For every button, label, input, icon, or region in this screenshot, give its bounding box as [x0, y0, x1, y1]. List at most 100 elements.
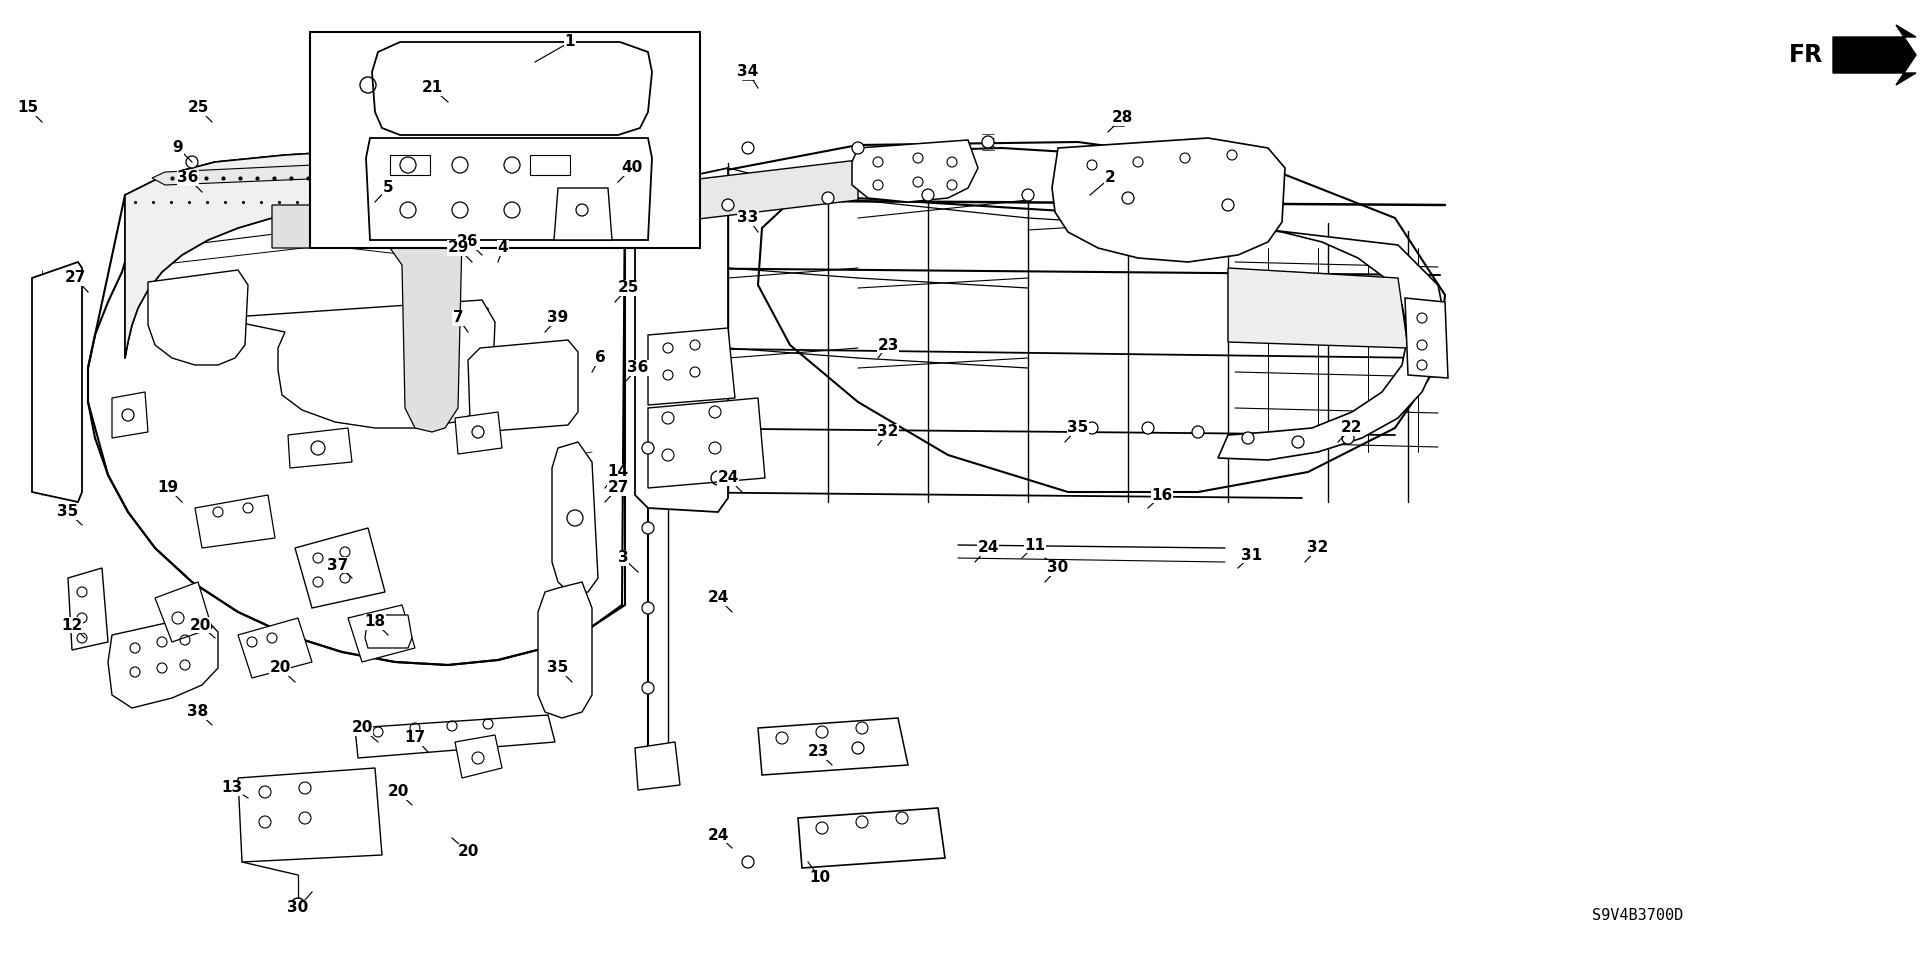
Polygon shape	[296, 528, 386, 608]
Circle shape	[1242, 432, 1254, 444]
Circle shape	[741, 142, 755, 154]
Text: 22: 22	[1342, 420, 1363, 435]
Polygon shape	[445, 308, 490, 332]
Text: 20: 20	[388, 784, 409, 800]
Text: 10: 10	[810, 871, 831, 885]
Polygon shape	[67, 568, 108, 650]
Text: 6: 6	[595, 350, 605, 365]
Text: 33: 33	[737, 210, 758, 225]
Text: 39: 39	[547, 311, 568, 325]
Text: 26: 26	[457, 235, 478, 249]
Circle shape	[1192, 426, 1204, 438]
Text: 30: 30	[1048, 560, 1069, 575]
Polygon shape	[1834, 25, 1916, 85]
Polygon shape	[152, 155, 540, 185]
Circle shape	[822, 192, 833, 204]
Text: FR: FR	[1789, 43, 1822, 67]
Text: 20: 20	[457, 845, 478, 859]
Text: 20: 20	[190, 618, 211, 633]
Polygon shape	[852, 140, 977, 202]
Polygon shape	[538, 582, 591, 718]
Text: 24: 24	[977, 541, 998, 555]
Circle shape	[1292, 436, 1304, 448]
Polygon shape	[33, 262, 83, 502]
Text: 23: 23	[806, 744, 829, 760]
Text: 31: 31	[1242, 548, 1263, 563]
Polygon shape	[148, 270, 248, 365]
Text: 36: 36	[628, 361, 649, 376]
Circle shape	[1142, 422, 1154, 434]
Circle shape	[522, 142, 534, 154]
Polygon shape	[309, 32, 701, 248]
Circle shape	[1121, 192, 1135, 204]
Text: 37: 37	[328, 557, 349, 573]
Circle shape	[641, 442, 655, 454]
Circle shape	[922, 189, 933, 201]
Text: 1: 1	[564, 35, 576, 50]
Polygon shape	[758, 718, 908, 775]
Text: 35: 35	[547, 661, 568, 675]
Text: 9: 9	[173, 141, 182, 155]
Polygon shape	[365, 615, 413, 648]
Polygon shape	[636, 168, 728, 512]
Text: S9V4B3700D: S9V4B3700D	[1592, 907, 1684, 923]
Polygon shape	[355, 715, 555, 758]
Polygon shape	[455, 735, 501, 778]
Text: 17: 17	[405, 731, 426, 745]
Text: 18: 18	[365, 615, 386, 629]
Polygon shape	[468, 340, 578, 432]
Text: 23: 23	[877, 338, 899, 353]
Text: 20: 20	[351, 720, 372, 736]
Text: 2: 2	[1104, 171, 1116, 185]
Polygon shape	[238, 618, 311, 678]
Polygon shape	[455, 412, 501, 454]
Circle shape	[1021, 189, 1035, 201]
Text: 7: 7	[453, 311, 463, 325]
Polygon shape	[219, 300, 495, 428]
Text: 40: 40	[622, 160, 643, 175]
Polygon shape	[636, 742, 680, 790]
Text: 11: 11	[1025, 537, 1046, 552]
Text: 3: 3	[618, 550, 628, 566]
Text: 20: 20	[269, 661, 290, 675]
Circle shape	[186, 156, 198, 168]
Text: 38: 38	[188, 705, 209, 719]
Circle shape	[741, 856, 755, 868]
Text: 36: 36	[177, 171, 198, 185]
Text: 27: 27	[63, 270, 86, 286]
Circle shape	[641, 602, 655, 614]
Polygon shape	[555, 188, 612, 240]
Polygon shape	[367, 138, 653, 240]
Text: 35: 35	[58, 504, 79, 520]
Polygon shape	[649, 160, 858, 225]
Polygon shape	[799, 808, 945, 868]
Circle shape	[1221, 199, 1235, 211]
Text: 21: 21	[420, 81, 444, 96]
Circle shape	[741, 66, 755, 78]
Text: 12: 12	[61, 618, 83, 633]
Text: 15: 15	[17, 101, 38, 115]
Polygon shape	[288, 428, 351, 468]
Polygon shape	[1229, 268, 1407, 348]
Text: 29: 29	[447, 241, 468, 255]
Polygon shape	[649, 398, 764, 488]
Text: 19: 19	[157, 480, 179, 496]
Text: 24: 24	[718, 471, 739, 485]
Polygon shape	[1052, 138, 1284, 262]
Text: 5: 5	[382, 180, 394, 196]
Circle shape	[1342, 432, 1354, 444]
Text: 32: 32	[877, 425, 899, 439]
Polygon shape	[348, 605, 415, 662]
Polygon shape	[125, 148, 618, 358]
Circle shape	[722, 199, 733, 211]
Text: 16: 16	[1152, 487, 1173, 503]
Circle shape	[1087, 422, 1098, 434]
Text: 14: 14	[607, 464, 628, 480]
Polygon shape	[156, 582, 211, 642]
Text: 34: 34	[737, 64, 758, 80]
Text: 30: 30	[288, 901, 309, 916]
Polygon shape	[1405, 298, 1448, 378]
Text: 28: 28	[1112, 110, 1133, 126]
Polygon shape	[649, 142, 1446, 492]
Polygon shape	[196, 495, 275, 548]
